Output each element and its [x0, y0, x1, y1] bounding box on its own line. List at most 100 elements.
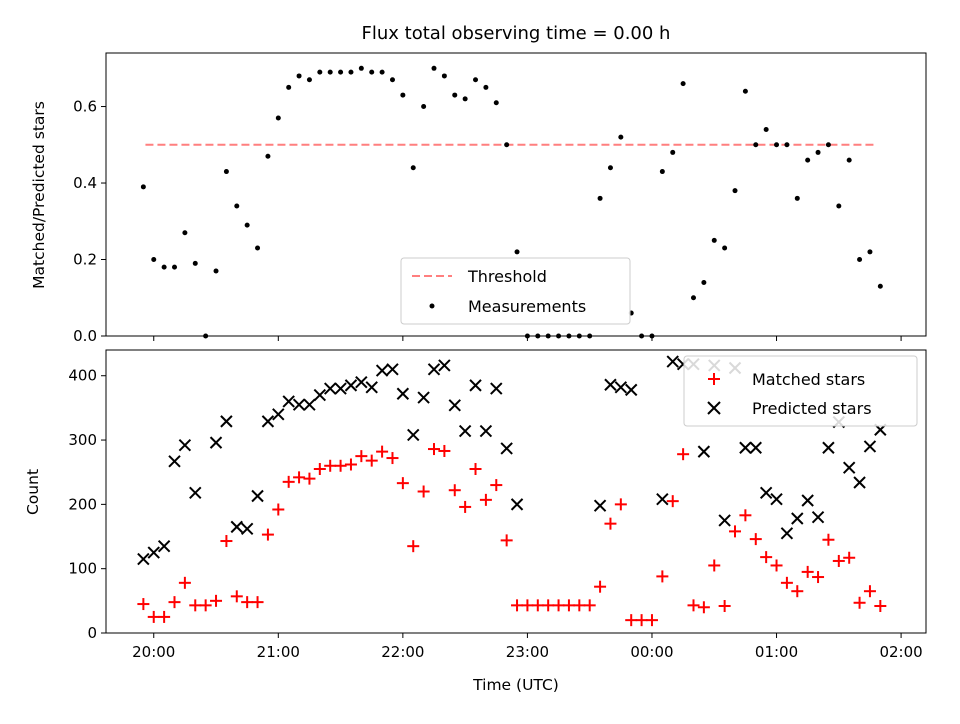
- measurement-point: [701, 279, 707, 285]
- predicted-star-point: [458, 424, 472, 438]
- matched-star-point: [853, 596, 866, 609]
- matched-legend-label: Matched stars: [752, 370, 865, 389]
- matched-star-point: [562, 599, 575, 612]
- predicted-star-point: [313, 388, 327, 402]
- matched-star-point: [251, 596, 264, 609]
- matched-star-point: [459, 500, 472, 513]
- predicted-star-stroke: [822, 441, 835, 454]
- measurement-point: [722, 245, 728, 251]
- matched-legend-marker: [708, 373, 720, 385]
- matched-star-point: [531, 599, 544, 612]
- predicted-star-point: [417, 391, 430, 404]
- measurement-point: [493, 100, 499, 106]
- predicted-star-stroke: [417, 391, 430, 404]
- matched-star-point: [770, 559, 783, 572]
- predicted-star-point: [791, 512, 804, 525]
- predicted-star-stroke: [469, 379, 482, 392]
- predicted-star-stroke: [811, 511, 825, 524]
- measurement-point: [659, 169, 665, 175]
- predicted-star-point: [749, 441, 762, 454]
- matched-star-point: [158, 610, 171, 623]
- measurement-point: [182, 230, 188, 236]
- predicted-star-point: [770, 493, 783, 506]
- predicted-star-point: [303, 398, 316, 411]
- ratio-y-tick-label: 0.4: [73, 174, 97, 192]
- measurement-point: [275, 115, 281, 121]
- matched-star-point: [718, 599, 731, 612]
- matched-star-point: [812, 571, 825, 584]
- matched-star-point: [189, 599, 202, 612]
- measurement-point: [825, 142, 831, 148]
- matched-star-point: [396, 477, 409, 490]
- measurement-point: [732, 188, 738, 194]
- measurement-point: [161, 264, 167, 270]
- matched-star-point: [604, 517, 617, 530]
- predicted-star-point: [323, 382, 337, 395]
- ratio-y-axis-label: Matched/Predicted stars: [30, 101, 48, 289]
- predicted-star-point: [479, 424, 493, 438]
- measurement-point: [846, 157, 852, 163]
- predicted-star-point: [811, 511, 825, 524]
- matched-star-point: [147, 610, 160, 623]
- measurement-point: [805, 157, 811, 163]
- predicted-star-point: [438, 359, 451, 372]
- predicted-star-point: [220, 415, 233, 428]
- measurement-point: [317, 69, 323, 75]
- ratio-plot-area: [140, 65, 883, 339]
- measurement-point: [265, 153, 271, 159]
- predicted-star-point: [365, 381, 378, 394]
- predicted-star-stroke: [427, 363, 441, 376]
- predicted-star-stroke: [863, 440, 877, 453]
- measurement-point: [742, 88, 748, 94]
- predicted-star-stroke: [209, 436, 223, 449]
- measurement-point: [774, 142, 780, 148]
- predicted-star-point: [386, 363, 399, 376]
- predicted-star-stroke: [137, 552, 150, 566]
- measurement-point: [753, 142, 759, 148]
- matched-star-point: [521, 599, 534, 612]
- predicted-star-point: [375, 364, 389, 377]
- predicted-star-point: [251, 489, 264, 503]
- predicted-star-stroke: [666, 355, 679, 368]
- predicted-star-stroke: [157, 539, 171, 553]
- measurement-point: [836, 203, 842, 209]
- predicted-star-point: [189, 486, 202, 499]
- predicted-star-stroke: [593, 499, 607, 512]
- predicted-star-stroke: [438, 359, 451, 372]
- x-tick-label: 01:00: [755, 643, 798, 661]
- predicted-star-stroke: [323, 382, 337, 395]
- x-tick-label: 22:00: [381, 643, 424, 661]
- measurement-point: [867, 249, 873, 255]
- threshold-legend-label: Threshold: [467, 267, 547, 286]
- predicted-star-point: [469, 379, 482, 392]
- measurement-point: [286, 84, 292, 90]
- ratio-panel: Flux total observing time = 0.00 h Match…: [30, 23, 927, 339]
- predicted-star-stroke: [770, 493, 783, 506]
- matched-star-point: [635, 614, 648, 627]
- matched-star-point: [261, 528, 274, 541]
- matched-star-point: [625, 614, 638, 627]
- predicted-star-stroke: [780, 527, 794, 540]
- matched-star-point: [863, 585, 876, 598]
- measurement-point: [348, 69, 354, 75]
- predicted-star-stroke: [718, 514, 731, 527]
- matched-star-point: [594, 580, 607, 593]
- ratio-axes-frame: [105, 52, 927, 337]
- measurement-point: [763, 126, 769, 132]
- matched-star-point: [220, 535, 233, 548]
- count-plot-area: [137, 355, 887, 627]
- matched-star-point: [614, 498, 627, 511]
- predicted-star-point: [344, 379, 358, 392]
- matched-star-point: [137, 598, 150, 611]
- ratio-y-tick-label: 0.6: [73, 98, 97, 116]
- predicted-star-stroke: [842, 461, 856, 474]
- predicted-star-stroke: [147, 546, 160, 559]
- ratio-legend: Threshold Measurements: [400, 257, 631, 325]
- predicted-star-point: [593, 499, 607, 512]
- predicted-star-stroke: [282, 395, 295, 408]
- predicted-star-stroke: [220, 415, 233, 428]
- matched-star-point: [428, 443, 440, 456]
- predicted-star-point: [334, 382, 347, 395]
- matched-star-point: [542, 599, 555, 612]
- matched-star-point: [386, 452, 399, 465]
